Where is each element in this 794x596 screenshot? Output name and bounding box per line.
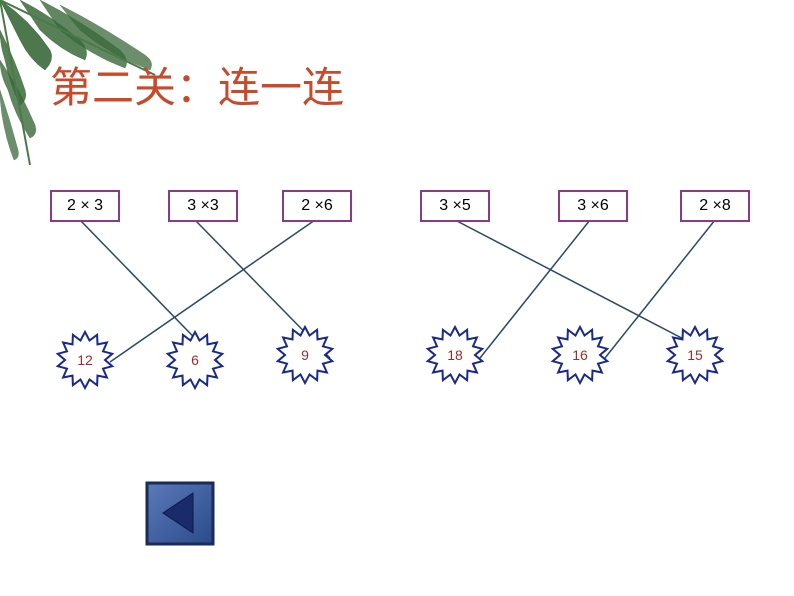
answer-star: 6 <box>165 330 225 390</box>
expression-box: 2 ×6 <box>282 190 352 222</box>
expression-box: 2 × 3 <box>50 190 120 222</box>
expression-box: 3 ×5 <box>420 190 490 222</box>
back-button[interactable] <box>145 481 215 546</box>
answer-value: 9 <box>301 347 309 363</box>
answer-value: 12 <box>77 352 93 368</box>
answer-star: 16 <box>550 325 610 385</box>
answer-value: 16 <box>572 347 588 363</box>
answer-value: 18 <box>447 347 463 363</box>
expression-box: 3 ×6 <box>558 190 628 222</box>
answer-star: 12 <box>55 330 115 390</box>
answer-value: 15 <box>687 347 703 363</box>
answer-star: 18 <box>425 325 485 385</box>
page-title: 第二关：连一连 <box>50 54 344 115</box>
answer-star: 9 <box>275 325 335 385</box>
expression-box: 2 ×8 <box>680 190 750 222</box>
answer-star: 15 <box>665 325 725 385</box>
expression-box: 3 ×3 <box>168 190 238 222</box>
answer-value: 6 <box>191 352 199 368</box>
